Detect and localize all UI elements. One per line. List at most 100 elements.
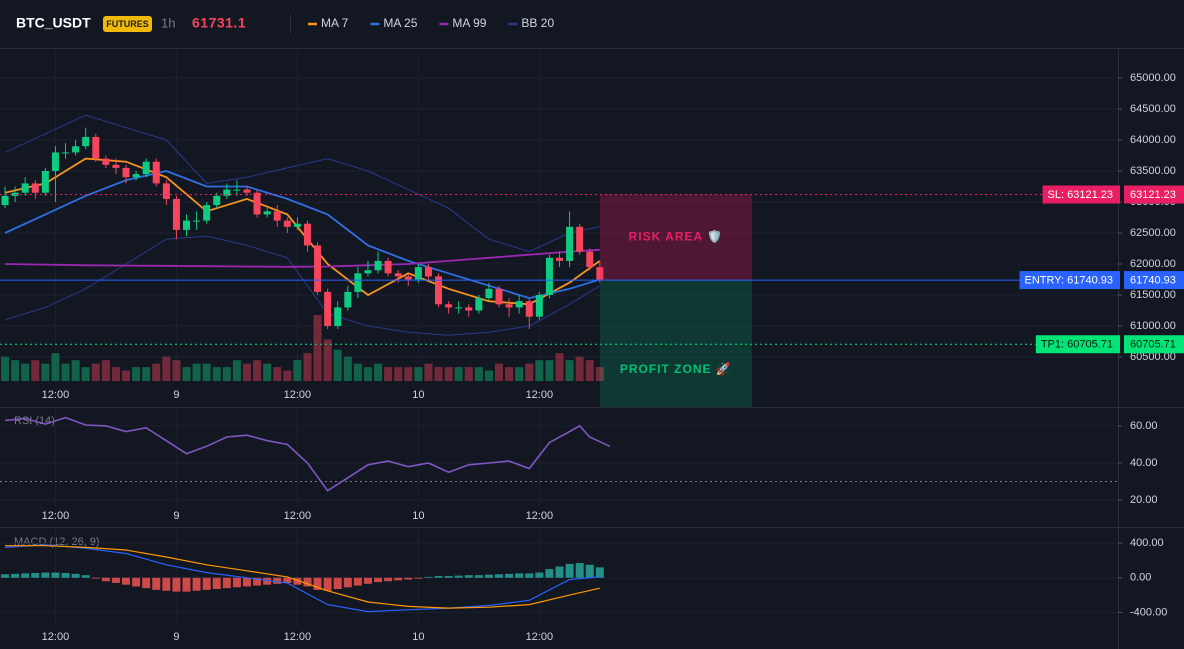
volume-bar	[51, 353, 60, 381]
candle-body	[62, 152, 70, 154]
volume-bar	[555, 353, 564, 381]
macd-histogram-bar	[565, 563, 574, 578]
candle-body	[102, 158, 110, 165]
macd-histogram-bar	[132, 577, 141, 587]
y-tick-label: 62500.00	[1130, 227, 1176, 239]
badge	[103, 16, 152, 32]
volume-bar	[505, 367, 514, 381]
y-tick-label: 65000.00	[1130, 72, 1176, 84]
level-label-box	[1019, 271, 1120, 290]
macd-histogram-bar	[545, 569, 554, 578]
level-label: ENTRY: 61740.93	[1025, 274, 1113, 286]
level-value: 60705.71	[1130, 339, 1176, 351]
candle-body	[556, 257, 564, 261]
macd-histogram-bar	[202, 577, 211, 590]
macd-histogram-bar	[51, 572, 60, 578]
candle-body	[545, 257, 553, 296]
candle-body	[72, 146, 80, 153]
bb-upper	[4, 114, 600, 253]
macd-histogram-bar	[484, 574, 493, 578]
macd-histogram-bar	[525, 573, 534, 578]
candle-body	[243, 189, 251, 193]
macd-histogram-bar	[31, 572, 40, 578]
volume-bar	[464, 367, 473, 381]
volume-bar	[222, 367, 231, 381]
macd-histogram-bar	[242, 577, 251, 587]
candle-body	[263, 211, 271, 215]
volume-bar	[41, 363, 50, 381]
volume-bar	[545, 360, 554, 381]
x-tick-label: 12:00	[284, 389, 312, 401]
last-price: 61731.1	[192, 15, 246, 31]
candle-body	[193, 220, 201, 222]
x-tick-label: 9	[173, 631, 179, 643]
volume-bar	[111, 367, 120, 381]
candle-body	[414, 267, 422, 280]
volume-bar	[404, 367, 413, 381]
level-label: TP1: 60705.71	[1041, 339, 1113, 351]
volume-bar	[91, 363, 100, 381]
macd-histogram-bar	[152, 577, 161, 590]
macd-histogram-bar	[444, 576, 453, 578]
volume-bar	[394, 367, 403, 381]
candle-body	[465, 307, 473, 311]
macd-histogram-bar	[424, 576, 433, 578]
volume-bar	[353, 363, 362, 381]
candle-body	[576, 226, 584, 252]
candle-body	[82, 136, 90, 147]
volume-bar	[484, 370, 493, 381]
candle-body	[41, 171, 49, 193]
volume-bar	[323, 339, 332, 381]
candle-body	[223, 189, 231, 196]
volume-bar	[273, 367, 282, 381]
volume-bar	[283, 370, 292, 381]
y-tick-label: 64000.00	[1130, 134, 1176, 146]
candle-body	[293, 223, 301, 227]
macd-histogram-bar	[283, 577, 292, 583]
volume-bar	[495, 363, 504, 381]
volume-bar	[595, 367, 604, 381]
volume-bar	[182, 367, 191, 381]
candle-body	[424, 267, 432, 277]
candle-body	[374, 260, 382, 271]
volume-bar	[313, 315, 322, 381]
level-label: SL: 63121.23	[1048, 189, 1113, 201]
x-tick-label: 12:00	[526, 631, 554, 643]
y-tick-label: 61000.00	[1130, 320, 1176, 332]
candle-body	[586, 251, 594, 268]
candle-body	[314, 245, 322, 292]
volume-bar	[333, 349, 342, 381]
level-label-box	[1035, 335, 1120, 354]
x-tick-label: 10	[412, 631, 424, 643]
moving-average	[4, 170, 601, 300]
profit-zone	[599, 280, 752, 407]
macd-histogram-bar	[91, 577, 100, 579]
macd-histogram-bar	[474, 575, 483, 578]
macd-histogram-bar	[464, 575, 473, 578]
volume-bar	[232, 360, 241, 381]
volume-bar	[434, 367, 443, 381]
macd-histogram-bar	[21, 573, 30, 578]
volume-bar	[212, 367, 221, 381]
candle-body	[354, 273, 362, 292]
macd-histogram-bar	[585, 564, 594, 578]
volume-bar	[202, 363, 211, 381]
interval: 1h	[161, 15, 175, 30]
volume-bar	[363, 367, 372, 381]
candle-body	[344, 291, 352, 308]
legend-label: MA 99	[452, 16, 486, 30]
macd-histogram-bar	[122, 577, 131, 585]
candle-body	[253, 192, 261, 215]
candle-body	[203, 205, 211, 221]
volume-bar	[374, 363, 383, 381]
volume-bar	[535, 360, 544, 381]
candle-body	[112, 164, 120, 168]
y-tick-label: 20.00	[1130, 494, 1158, 506]
level-value-box	[1124, 335, 1184, 354]
volume-bar	[424, 363, 433, 381]
volume-bar	[242, 363, 251, 381]
macd-histogram-bar	[232, 577, 241, 588]
macd-histogram-bar	[353, 577, 362, 586]
macd-histogram-bar	[293, 577, 302, 585]
candle-body	[495, 288, 503, 305]
